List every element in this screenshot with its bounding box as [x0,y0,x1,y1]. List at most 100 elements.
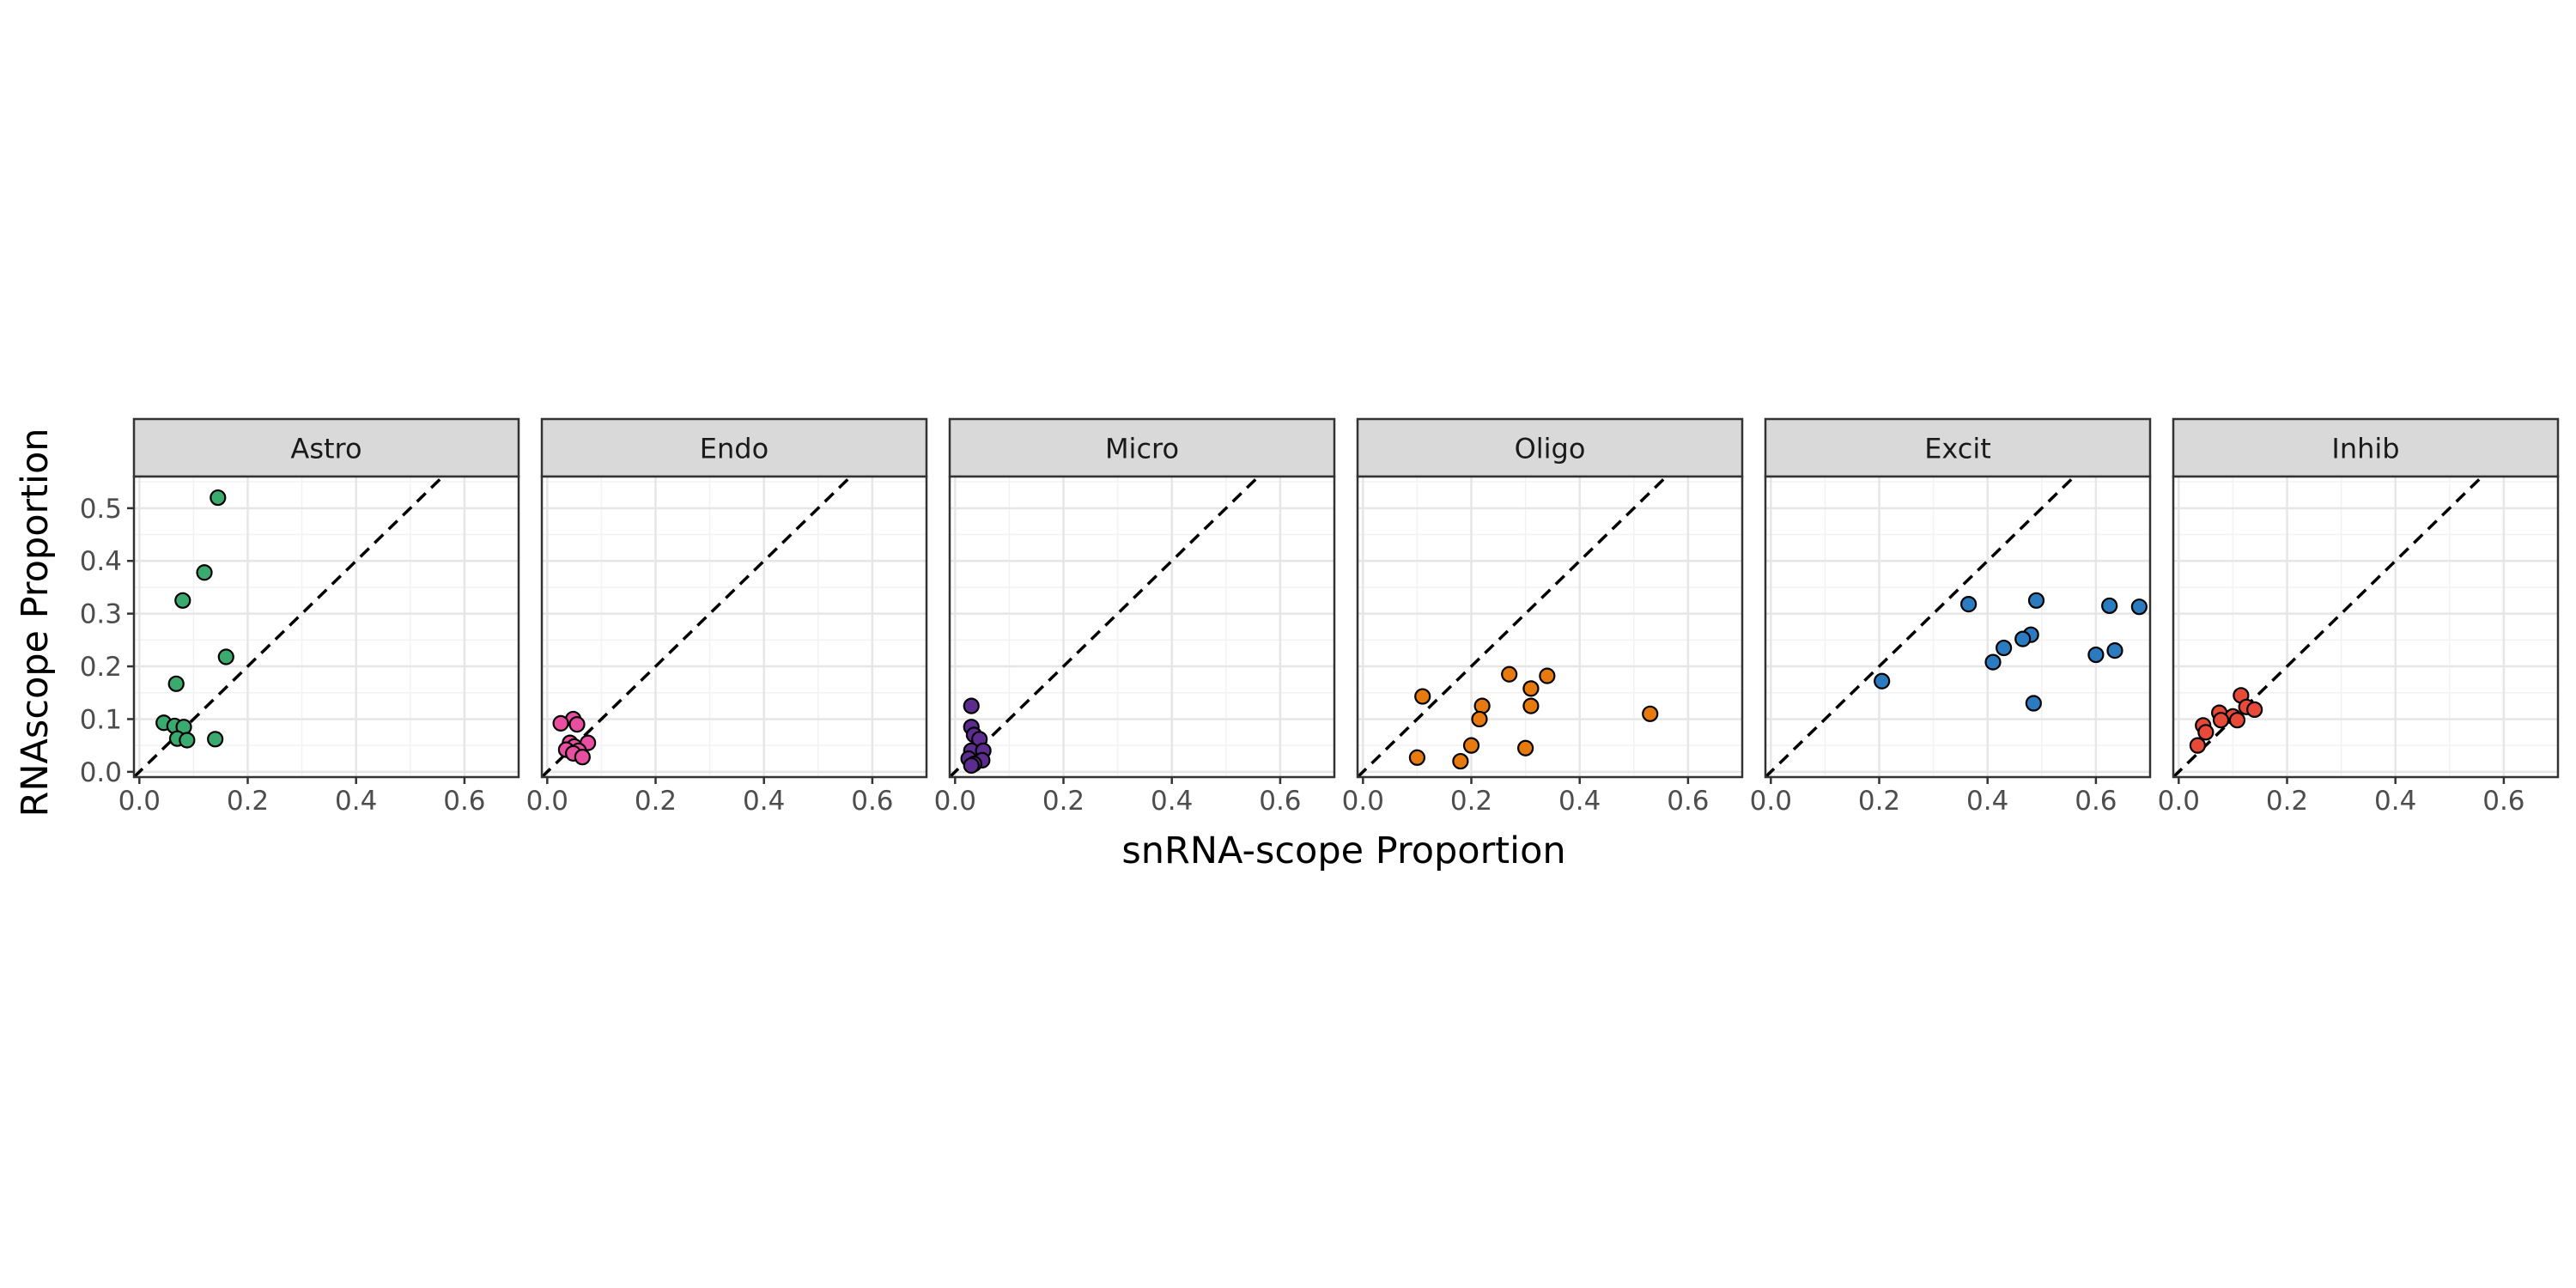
panel-border [2172,475,2560,779]
data-point [1522,680,1540,697]
y-tick-label: 0.0 [80,757,122,788]
data-point [217,648,234,665]
panel-border [540,475,928,779]
plot-area [2173,477,2558,777]
identity-line [134,477,444,777]
identity-line [542,477,852,777]
y-tick-label: 0.5 [80,494,122,525]
x-tick-label: 0.6 [2075,786,2117,817]
facet-strip [540,417,928,478]
data-point [1517,739,1534,756]
x-tick-label: 0.4 [335,786,377,817]
x-tick-label: 0.0 [1342,786,1384,817]
data-point [2197,724,2215,741]
panel-excit: Excit 0.0 0.2 0.4 0.6 [1750,417,2152,817]
facet-strip [948,417,1336,478]
facet-strip-label: Endo [700,433,769,465]
data-point [1874,672,1891,690]
panel-oligo: Oligo 0.0 0.2 0.4 0.6 [1342,417,1744,817]
data-point [210,489,227,507]
x-axis-label: snRNA-scope Proportion [1121,829,1565,872]
identity-line [1765,477,2075,777]
points-astro [155,489,234,749]
x-tick-label: 0.6 [851,786,893,817]
x-tick-label: 0.6 [1667,786,1709,817]
grid-lines [542,477,927,777]
x-tick-label: 0.0 [934,786,976,817]
data-point [568,715,586,733]
data-point [2228,712,2246,729]
data-point [1642,705,1659,722]
x-tick-label: 0.0 [2158,786,2200,817]
data-point [2101,597,2118,615]
data-point [963,756,980,775]
panel-astro: Astro 0.0 0.2 0.4 0.6 0.0 0.1 0.2 0.3 0.4 0.5 [80,417,520,817]
x-tick-label: 0.6 [1259,786,1301,817]
data-point [2246,701,2263,719]
grid-lines [2173,477,2558,777]
x-tick-label: 0.0 [1750,786,1792,817]
data-point [552,714,569,732]
data-point [2130,598,2148,616]
data-point [1996,639,2013,657]
plot-area [950,477,1334,777]
data-point [574,749,591,766]
data-point [1471,710,1488,728]
data-point [1960,595,1978,613]
x-tick-label: 0.0 [118,786,161,817]
data-point [2189,737,2206,754]
data-point [1414,688,1431,705]
x-tick-label: 0.4 [2374,786,2416,817]
identity-line [1358,477,1668,777]
grid-lines [134,477,519,777]
plot-area [542,477,927,777]
x-tick-label: 0.0 [526,786,568,817]
panel-border [948,475,1336,779]
y-tick-label: 0.3 [80,599,122,630]
panels-layer: Astro 0.0 0.2 0.4 0.6 0.0 0.1 0.2 0.3 0.4 0.5 Endo 0… [80,417,2560,817]
facet-strip [2172,417,2560,478]
identity-line [2173,477,2483,777]
data-point [1984,653,2002,671]
plot-area [134,477,519,777]
data-point [1462,737,1480,754]
x-tick-label: 0.2 [1042,786,1084,817]
panel-inhib: Inhib 0.0 0.2 0.4 0.6 [2158,417,2560,817]
y-tick-label: 0.1 [80,704,122,735]
data-point [2014,630,2032,647]
plot-area [1765,477,2150,777]
data-point [2025,695,2042,712]
grid-lines [950,477,1334,777]
data-point [1473,697,1491,714]
points-excit [1874,592,2148,712]
x-tick-label: 0.2 [635,786,677,817]
data-point [1539,667,1556,684]
grid-lines [1765,477,2150,777]
panel-endo: Endo 0.0 0.2 0.4 0.6 [526,417,928,817]
data-point [2106,642,2123,659]
data-point [2212,712,2230,729]
facet-strip-label: Astro [290,433,361,465]
data-point [1501,665,1518,683]
facet-strip-label: Excit [1924,433,1991,465]
facet-strip-label: Oligo [1515,433,1586,465]
identity-line [950,477,1260,777]
data-point [207,731,224,748]
facet-strip-label: Micro [1105,433,1179,465]
panel-micro: Micro 0.0 0.2 0.4 0.6 [934,417,1336,817]
x-tick-label: 0.2 [1858,786,1900,817]
data-point [2027,592,2045,609]
data-point [2087,646,2105,664]
facet-strip-label: Inhib [2331,433,2399,465]
panel-border [1764,475,2152,779]
x-tick-label: 0.4 [1151,786,1193,817]
x-tick-label: 0.2 [2266,786,2308,817]
x-tick-label: 0.4 [743,786,785,817]
data-point [963,697,980,714]
x-tick-label: 0.6 [2482,786,2524,817]
grid-lines [1358,477,1742,777]
x-tick-label: 0.6 [443,786,485,817]
x-tick-label: 0.4 [1966,786,2008,817]
data-point [167,675,185,692]
